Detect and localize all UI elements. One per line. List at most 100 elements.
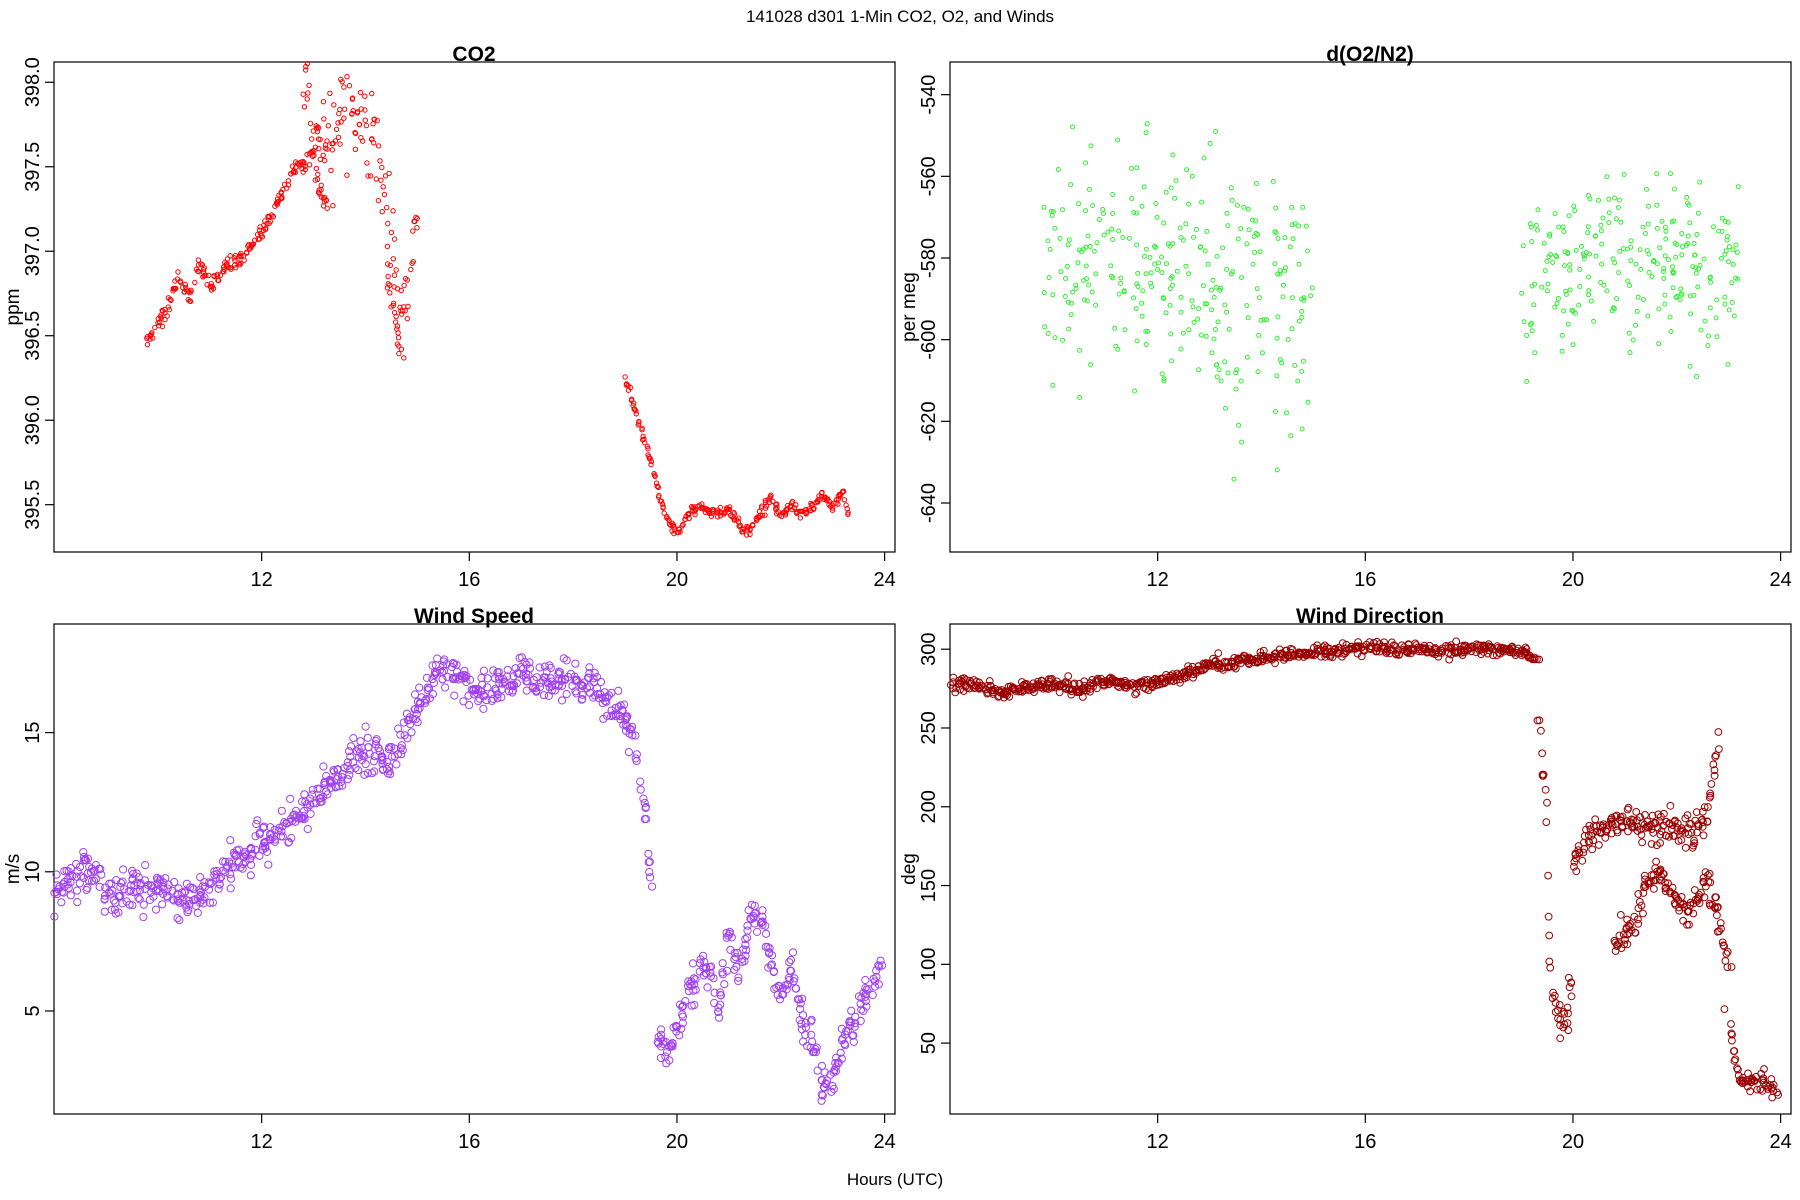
data-point <box>1228 185 1234 191</box>
data-point <box>403 734 412 743</box>
data-point <box>429 678 438 688</box>
data-point <box>1531 302 1537 308</box>
ytick-label: 398.0 <box>22 57 44 107</box>
xticks-wind-speed: 12 16 20 24 <box>251 1114 896 1153</box>
data-point <box>1661 269 1666 275</box>
data-point <box>741 935 750 944</box>
data-point <box>375 747 384 756</box>
data-point <box>177 888 186 897</box>
data-point <box>1723 963 1732 972</box>
data-point <box>870 982 880 991</box>
data-point <box>227 253 233 259</box>
data-point <box>796 508 803 514</box>
data-point <box>1699 831 1708 840</box>
data-point <box>680 522 686 528</box>
data-point <box>1246 227 1252 233</box>
data-point <box>1660 809 1668 818</box>
data-point <box>806 1043 815 1052</box>
data-point <box>1288 433 1294 439</box>
data-point <box>1661 266 1667 271</box>
data-point <box>1726 259 1731 265</box>
data-point <box>248 242 255 248</box>
data-point <box>1734 1065 1742 1074</box>
data-point <box>1606 210 1612 216</box>
data-point <box>979 683 987 692</box>
data-point <box>171 285 178 292</box>
data-point <box>799 1037 808 1046</box>
data-point <box>408 715 418 724</box>
data-point <box>535 663 544 672</box>
data-point <box>383 758 392 767</box>
data-point <box>66 864 76 873</box>
data-point <box>1139 203 1145 209</box>
data-point <box>669 1023 678 1032</box>
data-point <box>441 683 450 692</box>
data-point <box>1066 237 1072 243</box>
data-point <box>57 898 66 907</box>
data-point <box>798 994 807 1003</box>
data-point <box>1714 334 1720 340</box>
data-point <box>394 724 403 733</box>
data-point <box>493 694 502 703</box>
data-point <box>1060 207 1065 213</box>
data-point <box>1220 245 1226 251</box>
data-point <box>525 664 535 673</box>
data-point <box>868 990 877 1000</box>
data-point <box>323 197 329 203</box>
data-point <box>1485 646 1494 655</box>
data-point <box>651 472 658 478</box>
data-point <box>1722 219 1728 224</box>
data-point <box>741 940 750 950</box>
data-point <box>1762 1081 1770 1089</box>
data-point <box>1664 879 1672 888</box>
data-point <box>571 687 580 696</box>
data-point <box>690 980 699 989</box>
data-point <box>391 236 398 242</box>
data-point <box>1550 260 1556 265</box>
data-point <box>677 529 683 535</box>
data-point <box>847 1006 856 1015</box>
data-point <box>319 762 328 771</box>
data-point <box>1625 246 1631 252</box>
data-point <box>372 735 381 744</box>
data-point <box>332 775 341 784</box>
data-point <box>1532 350 1538 356</box>
data-point <box>678 1002 687 1012</box>
data-point <box>1586 274 1592 280</box>
data-point <box>763 503 770 509</box>
data-point <box>1189 173 1195 179</box>
data-point <box>1542 268 1548 274</box>
data-point <box>1045 331 1051 336</box>
data-point <box>398 346 405 352</box>
data-point <box>1253 218 1258 224</box>
data-point <box>423 686 432 695</box>
data-point <box>306 162 313 168</box>
data-point <box>1173 178 1179 184</box>
data-point <box>598 699 607 708</box>
data-point <box>1634 890 1643 898</box>
data-point <box>1274 467 1280 473</box>
panel-title-wind-direction: Wind Direction <box>1296 605 1444 628</box>
data-point <box>1261 317 1267 323</box>
data-point <box>208 898 217 907</box>
xtick-label: 24 <box>873 1131 895 1153</box>
data-point <box>1610 256 1616 262</box>
data-point <box>1354 638 1362 646</box>
data-point <box>1529 239 1535 244</box>
data-point <box>378 752 387 761</box>
data-point <box>1538 749 1547 758</box>
data-point <box>1372 647 1381 655</box>
data-point <box>671 1021 681 1031</box>
data-point <box>326 776 335 785</box>
data-point <box>321 116 327 122</box>
data-point <box>1140 288 1146 294</box>
data-point <box>1070 124 1076 130</box>
data-point <box>312 177 318 183</box>
data-point <box>363 733 372 742</box>
data-point <box>1131 295 1137 301</box>
data-point <box>1707 305 1713 311</box>
data-point <box>1667 314 1673 320</box>
data-point <box>656 1053 666 1063</box>
ytick-label: 5 <box>22 1005 44 1016</box>
